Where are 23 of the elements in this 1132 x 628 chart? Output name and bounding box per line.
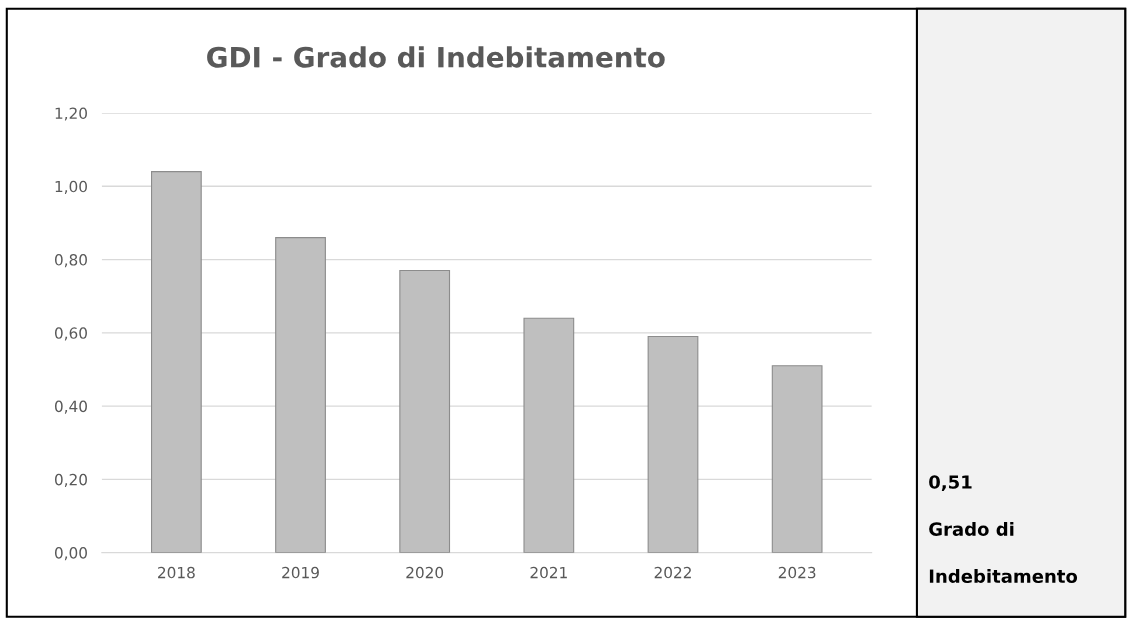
- y-tick-label: 1,20: [55, 107, 87, 121]
- x-tick-label: 2022: [654, 566, 691, 579]
- y-tick-label: 0,00: [54, 547, 87, 561]
- y-tick-label: 0,40: [54, 400, 87, 414]
- bar: [275, 237, 326, 553]
- bar: [771, 365, 823, 553]
- y-tick-label: 0,60: [54, 327, 87, 341]
- bar: [150, 171, 202, 553]
- x-tick-label: 2023: [778, 566, 816, 579]
- y-tick-label: 0,80: [54, 254, 87, 268]
- text: 0,51: [929, 475, 972, 492]
- x-tick-label: 2020: [406, 566, 444, 579]
- x-tick-label: 2018: [158, 566, 195, 579]
- bar: [523, 317, 575, 553]
- bar: [399, 270, 451, 553]
- y-tick-label: 0,20: [54, 473, 87, 487]
- bar: [647, 335, 699, 553]
- x-tick-label: 2019: [282, 566, 319, 579]
- text: Grado di: [929, 521, 1014, 536]
- x-tick-label: 2021: [530, 566, 567, 579]
- text: Indebitamento: [929, 569, 1078, 583]
- y-tick-label: 1,00: [55, 180, 87, 194]
- chart-title: GDI - Grado di Indebitamento: [207, 46, 665, 68]
